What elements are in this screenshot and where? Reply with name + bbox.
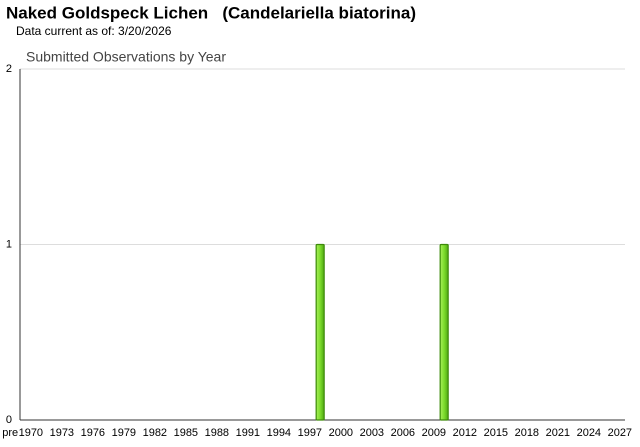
x-tick-label: 1979 <box>112 427 136 439</box>
x-tick-label: 1991 <box>236 427 260 439</box>
x-tick-label: 2006 <box>391 427 415 439</box>
x-tick-label: 2000 <box>329 427 353 439</box>
x-tick-label: 1985 <box>174 427 198 439</box>
x-tick-label: 1976 <box>81 427 105 439</box>
x-tick-label: 1973 <box>50 427 74 439</box>
y-tick-label: 0 <box>6 414 12 426</box>
page-title: Naked Goldspeck Lichen (Candelariella bi… <box>6 3 416 22</box>
x-tick-label: 2021 <box>546 427 570 439</box>
x-tick-label: 2024 <box>577 427 601 439</box>
x-tick-label: 2027 <box>608 427 632 439</box>
x-tick-label: 2009 <box>422 427 446 439</box>
subtitle: Data current as of: 3/20/2026 <box>16 24 172 38</box>
chart-title: Submitted Observations by Year <box>26 49 226 65</box>
y-tick-label: 2 <box>6 63 12 75</box>
y-tick-label: 1 <box>6 238 12 250</box>
x-tick-label: 1982 <box>143 427 167 439</box>
x-tick-label: 2003 <box>360 427 384 439</box>
x-tick-label: 2018 <box>515 427 539 439</box>
x-tick-label: 1994 <box>267 427 291 439</box>
bar <box>439 243 449 421</box>
x-tick-label: pre <box>2 427 18 439</box>
bar <box>315 243 325 421</box>
x-tick-label: 1970 <box>19 427 43 439</box>
x-tick-label: 1997 <box>298 427 322 439</box>
x-tick-label: 1988 <box>205 427 229 439</box>
x-tick-label: 2015 <box>484 427 508 439</box>
x-tick-label: 2012 <box>453 427 477 439</box>
